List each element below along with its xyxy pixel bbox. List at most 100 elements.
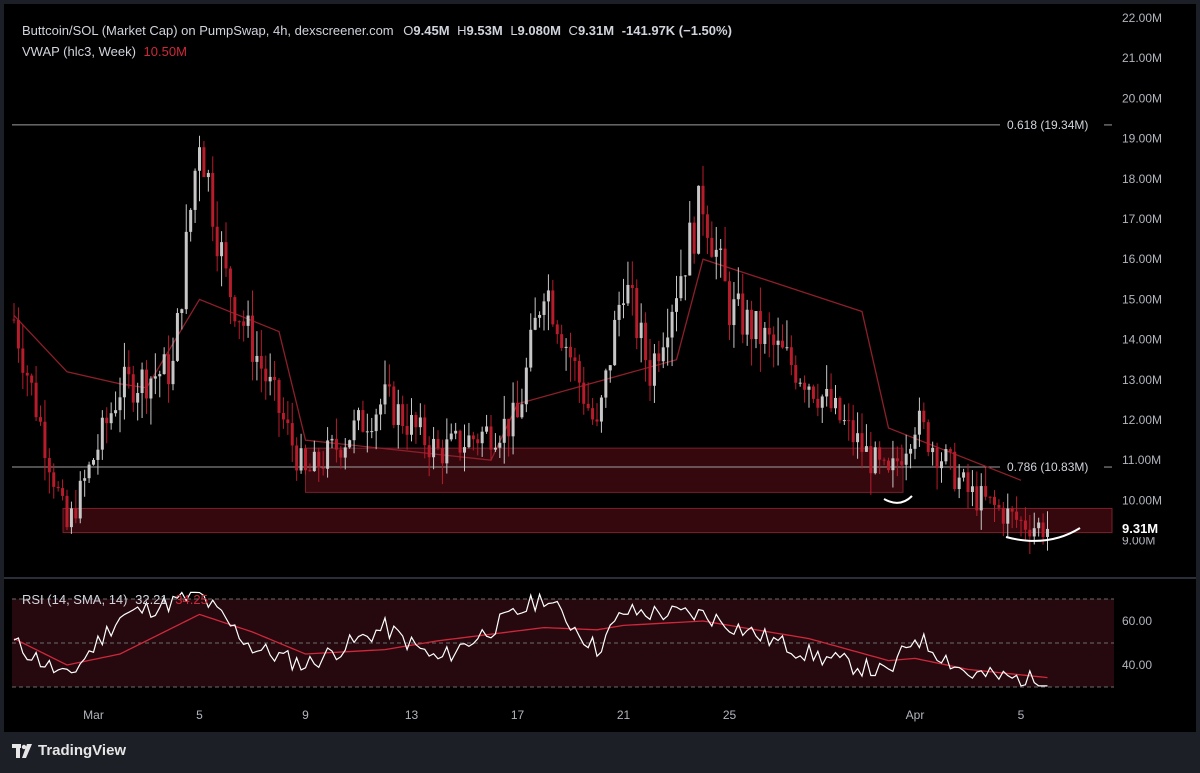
candle [1019,516,1023,537]
candle [127,350,131,389]
candle [644,312,648,382]
candle [745,299,749,346]
candle [410,398,413,442]
candle-body [657,353,661,362]
candle-body [697,185,701,254]
candle [180,308,184,330]
candle [692,216,696,264]
candle [785,320,789,351]
candle [750,300,754,366]
candle [74,489,78,524]
candle [405,403,409,450]
time-tick-label: 9 [302,708,309,722]
candle [887,457,890,473]
candle [922,402,926,430]
candle [215,201,219,272]
candle [467,422,471,449]
price-tick-label: 10.00M [1122,493,1162,507]
candle [957,464,961,499]
candle-body [352,420,356,441]
candle-body [167,354,171,385]
candle-body [1046,528,1049,537]
candle-body [913,434,917,449]
candle [485,414,489,434]
candle-body [180,309,184,314]
candle-body [140,369,144,394]
candle-body [931,447,935,453]
candle-body [1015,511,1019,520]
rsi-line [13,591,1048,687]
candle-body [613,319,617,366]
candle [242,310,246,342]
candle [573,347,577,381]
candle-body [114,410,118,414]
candle [1037,517,1041,537]
time-axis: Mar 5 9 13 17 21 25 Apr 5 [83,708,1024,722]
candle-body [909,448,913,454]
candle [167,335,171,403]
candle [286,401,290,435]
candle-body [599,397,603,422]
candle-body [688,222,692,276]
candle-body [758,311,762,344]
candle [524,357,528,413]
candle-body [69,508,73,528]
candle-body [591,408,595,420]
candle [145,360,148,414]
candle [83,469,87,497]
candle-body [635,288,639,339]
candle-body [39,417,42,422]
candle-body [732,299,736,326]
candle-body [891,458,895,471]
candle [891,440,895,488]
candle [211,156,215,242]
candle-body [1001,507,1005,524]
candle [162,347,166,375]
candle-body [948,449,952,452]
candle-body [281,412,285,420]
candle-body [171,360,175,385]
candle-body [290,423,294,446]
candle-body [34,382,38,418]
candle-body [83,478,87,481]
candle-body [864,446,868,452]
candle [895,446,899,477]
candle [763,322,767,354]
candle-body [25,372,29,376]
candle [869,431,873,495]
candle-body [842,420,846,422]
candle-body [520,404,524,418]
rsi-sma-value: 34.25 [175,592,208,607]
candle [326,427,330,478]
rsi-label: RSI (14, SMA, 14) [22,592,128,607]
candle [370,417,374,439]
candle-body [560,334,564,348]
candle [233,295,237,327]
candle [882,457,886,466]
candle [202,141,206,178]
candle [175,308,179,362]
candle [732,282,736,348]
candle-body [392,386,396,425]
candle-body [259,355,263,369]
ohlc-low-label: L [510,23,518,38]
candle [873,441,877,475]
rsi-sma-line [13,613,1048,679]
candle [781,324,784,349]
candle-body [564,346,568,348]
tradingview-brand[interactable]: TradingView [12,742,126,759]
candle [794,355,798,390]
candle-body [993,496,996,505]
candle [193,168,197,223]
candle [546,274,550,331]
candle [259,330,263,393]
candle [440,439,444,485]
candle-body [1037,522,1041,529]
candle-body [440,448,444,464]
candle-body [622,303,625,305]
candle-body [136,393,140,403]
candle-body [741,293,745,335]
candle-body [61,488,65,496]
candle-body [454,430,458,434]
